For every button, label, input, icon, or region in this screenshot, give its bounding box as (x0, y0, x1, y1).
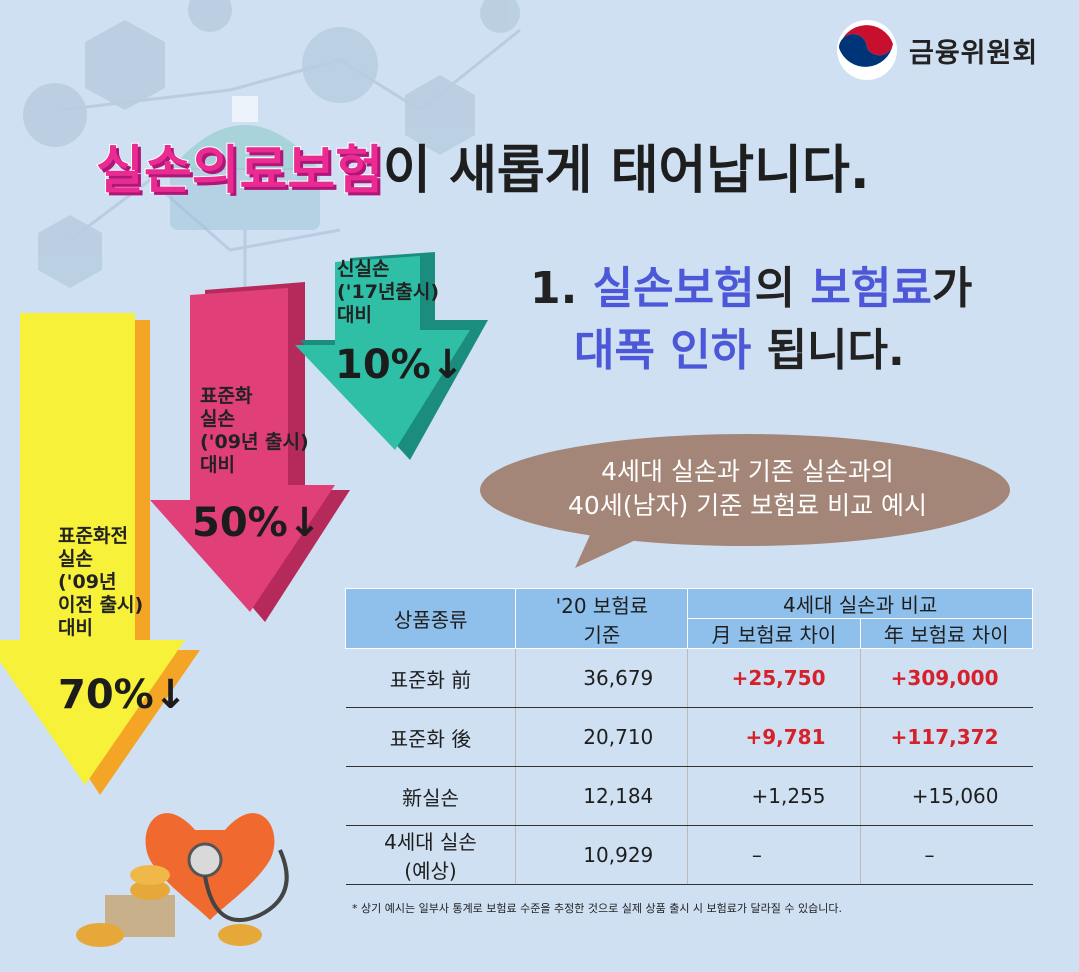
arrow-70-label-line: 대비 (58, 617, 93, 639)
speech-bubble (480, 434, 1010, 546)
header-yearly: 年 보험료 차이 (859, 618, 1034, 649)
cell-yearly-diff: +309,000 (860, 648, 1033, 708)
org-logo: 금융위원회 (835, 18, 1038, 82)
cell-monthly-diff: +1,255 (687, 766, 861, 826)
arrow-50-percent-value: 50%↓ (192, 500, 322, 546)
page-title: 실손의료보험이 새롭게 태어납니다. (95, 128, 870, 203)
hospital-dome-icon (170, 125, 320, 170)
arrow-70-label-line: 이전 출시) (58, 594, 144, 616)
cell-yearly-diff: – (860, 825, 1033, 885)
comparison-caption-line: 4세대 실손과 기존 실손과의 (601, 457, 894, 486)
doctor-hexagon-icon (85, 20, 165, 110)
cell-premium: 12,184 (515, 766, 689, 826)
cell-monthly-diff: +9,781 (687, 707, 861, 767)
arrow-10-label-line: 대비 (337, 304, 372, 326)
header-premium-line: 기준 (583, 622, 621, 647)
subheading-text-3: 됩니다. (766, 325, 905, 376)
comparison-caption-line: 40세(남자) 기준 보험료 비교 예시 (567, 491, 928, 520)
table-row: 4세대 실손 (예상) 10,929– – (345, 825, 1033, 885)
arrow-70-label-line: 표준화전 (58, 525, 128, 547)
arrow-10-label-line: ('17년출시) (337, 281, 440, 303)
cell-premium: 10,929 (515, 825, 689, 885)
arrow-10-percent (295, 252, 488, 460)
subheading-keyword-reduction: 대폭 인하 (574, 325, 752, 376)
org-name: 금융위원회 (909, 37, 1039, 69)
table-body: 표준화 前 36,679 +25,750 +309,000 표준화 後 20,710 +9,… (345, 648, 1033, 885)
header-product: 상품종류 (344, 588, 517, 649)
arrow-50-label-line: 실손 (200, 408, 235, 430)
chat-circle-icon (302, 27, 378, 103)
table-row: 표준화 後 20,710 +9,781 +117,372 (345, 707, 1033, 767)
header-premium: '20 보험료 기준 (515, 588, 689, 649)
cell-product: 新실손 (345, 766, 517, 826)
arrow-70-percent (0, 313, 200, 795)
taegeuk-icon (837, 20, 897, 80)
stethoscope-hexagon-icon (405, 75, 475, 155)
arrow-70-label-line: 실손 (58, 548, 93, 570)
comparison-caption: 4세대 실손과 기존 실손과의 40세(남자) 기준 보험료 비교 예시 (485, 455, 1010, 523)
subheading: 1. 실손보험의 보험료가 대폭 인하 됩니다. (530, 258, 972, 382)
header-monthly: 月 보험료 차이 (687, 618, 861, 649)
header-premium-line: '20 보험료 (555, 593, 649, 618)
cell-yearly-diff: +117,372 (860, 707, 1033, 767)
gear-icon (480, 0, 520, 33)
title-rest: 이 새롭게 태어납니다. (383, 141, 870, 201)
arrow-50-label-line: 표준화 (200, 385, 253, 407)
subheading-text-2: 가 (931, 263, 973, 314)
premium-comparison-table: 상품종류 '20 보험료 기준 4세대 실손과 비교 月 보험료 차이 年 보험… (344, 588, 1034, 885)
cell-monthly-diff: – (687, 825, 861, 885)
cell-product: 표준화 後 (345, 707, 517, 767)
cell-product: 표준화 前 (345, 648, 517, 708)
first-aid-circle-icon (23, 83, 87, 147)
cell-monthly-diff: +25,750 (687, 648, 861, 708)
arrow-10-percent-value: 10%↓ (335, 342, 465, 388)
arrow-50-label-line: 대비 (200, 454, 235, 476)
table-row: 新실손 12,184 +1,255 +15,060 (345, 766, 1033, 826)
arrow-10-label-line: 신실손 (337, 258, 390, 280)
arrow-50-label-line: ('09년 출시) (200, 431, 309, 453)
heart-coins-icon (76, 813, 289, 947)
cell-premium: 20,710 (515, 707, 689, 767)
subheading-text-1: 의 (754, 263, 796, 314)
arrow-70-percent-value: 70%↓ (58, 672, 188, 718)
table-row: 표준화 前 36,679 +25,750 +309,000 (345, 648, 1033, 708)
cell-product: 4세대 실손 (예상) (345, 825, 517, 885)
subheading-keyword-insurance: 실손보험 (592, 263, 755, 314)
heart-hexagon-icon (38, 215, 102, 288)
arrow-50-percent (150, 282, 350, 622)
arrow-50-label: 표준화 실손 ('09년 출시) 대비 (200, 385, 309, 477)
subheading-keyword-premium: 보험료 (810, 263, 932, 314)
arrow-70-label: 표준화전 실손 ('09년 이전 출시) 대비 (58, 525, 143, 640)
subheading-number: 1. (530, 263, 578, 314)
cell-premium: 36,679 (515, 648, 689, 708)
header-compare: 4세대 실손과 비교 (687, 588, 1033, 619)
title-highlight: 실손의료보험 (95, 140, 384, 202)
arrow-10-label: 신실손 ('17년출시) 대비 (337, 258, 439, 327)
arrow-70-label-line: ('09년 (58, 571, 117, 593)
cell-yearly-diff: +15,060 (860, 766, 1033, 826)
footnote: * 상기 예시는 일부사 통계로 보험료 수준을 추정한 것으로 실제 상품 출… (352, 902, 842, 915)
